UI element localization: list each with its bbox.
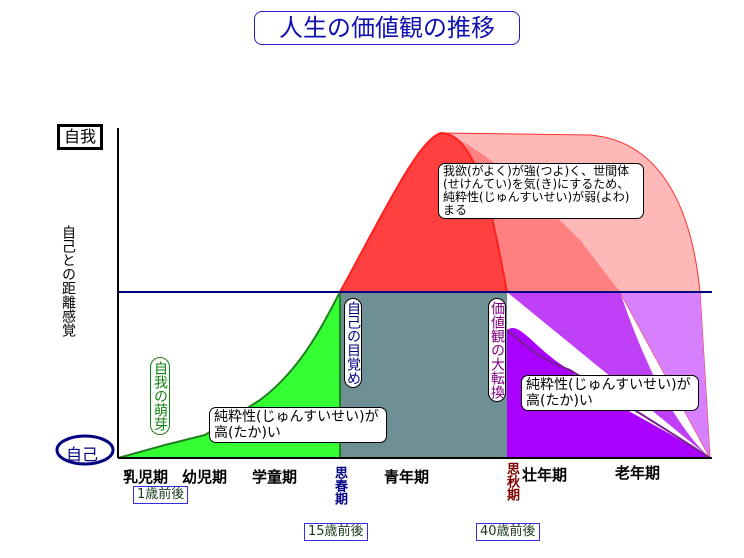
stage-midlife: 思秋期 [504, 462, 519, 501]
stage-toddler: 幼児期 [182, 468, 228, 486]
y-axis-title: 自己との距離感覚 [60, 225, 76, 337]
greed-bubble: 我欲(がよく)が強(つよ)く、世間体(せけんてい)を気(き)にするため、純粋性(… [438, 163, 644, 219]
age-1: 1歳前後 [133, 486, 189, 504]
stage-school: 学童期 [252, 468, 298, 486]
stage-old: 老年期 [615, 464, 661, 482]
page-title: 人生の価値観の推移 [254, 11, 520, 45]
ego-label: 自我 [57, 124, 104, 150]
stage-infant: 乳児期 [123, 468, 169, 486]
self-label: 自己 [66, 445, 99, 464]
dark-purple-area [507, 292, 710, 458]
purity-high-bubble-2: 純粋性(じゅんすいせい)が高(たか)い [521, 375, 699, 411]
age-40: 40歳前後 [476, 523, 540, 541]
self-awakening-label: 自己の目覚め [344, 298, 362, 388]
stage-puberty: 思春期 [332, 466, 347, 505]
purity-high-bubble-1: 純粋性(じゅんすいせい)が高(たか)い [209, 407, 387, 443]
stage-youth: 青年期 [384, 468, 430, 486]
age-15: 15歳前後 [304, 523, 368, 541]
stage-prime: 壮年期 [522, 466, 568, 484]
value-shift-label: 価値観の大転換 [488, 298, 506, 402]
self-ellipse [55, 434, 115, 466]
ego-bud-label: 自我の萌芽 [150, 357, 170, 435]
